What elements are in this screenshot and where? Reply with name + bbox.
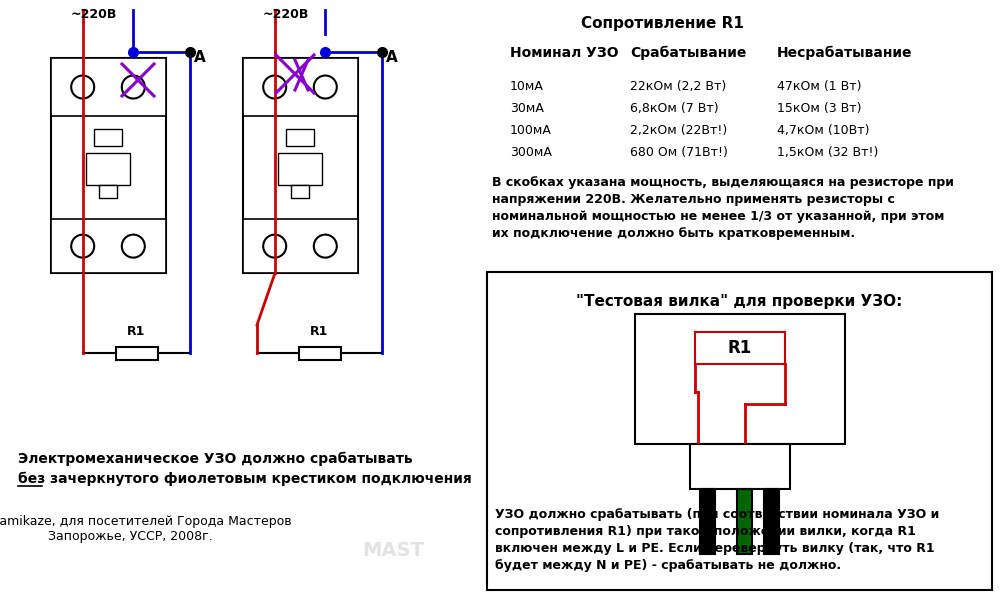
Bar: [278, 152, 322, 185]
Circle shape: [71, 76, 94, 98]
Bar: [700, 489, 715, 554]
Text: 47кОм (1 Вт): 47кОм (1 Вт): [777, 80, 862, 93]
Text: 680 Ом (71Вт!): 680 Ом (71Вт!): [630, 146, 728, 159]
Circle shape: [263, 235, 286, 257]
Bar: [99, 185, 117, 198]
Bar: [116, 346, 158, 359]
Text: 15кОм (3 Вт): 15кОм (3 Вт): [777, 102, 862, 115]
Bar: [94, 129, 122, 146]
Bar: [242, 58, 358, 273]
Text: В скобках указана мощность, выделяющаяся на резисторе при
напряжении 220В. Желат: В скобках указана мощность, выделяющаяся…: [492, 176, 954, 240]
Circle shape: [263, 76, 286, 98]
Text: Электромеханическое УЗО должно срабатывать: Электромеханическое УЗО должно срабатыва…: [18, 452, 413, 466]
Text: "Тестовая вилка" для проверки УЗО:: "Тестовая вилка" для проверки УЗО:: [576, 294, 903, 309]
Circle shape: [71, 235, 94, 257]
Bar: [242, 219, 358, 273]
Bar: [764, 489, 779, 554]
Circle shape: [314, 76, 337, 98]
Text: УЗО должно срабатывать (при соответствии номинала УЗО и
сопротивления R1) при та: УЗО должно срабатывать (при соответствии…: [495, 508, 939, 572]
Text: 10мА: 10мА: [510, 80, 544, 93]
Circle shape: [122, 76, 145, 98]
Bar: [298, 346, 340, 359]
Text: Несрабатывание: Несрабатывание: [777, 46, 912, 61]
Circle shape: [314, 235, 337, 257]
Text: без зачеркнутого фиолетовым крестиком подключения: без зачеркнутого фиолетовым крестиком по…: [18, 472, 472, 487]
Bar: [242, 58, 358, 116]
Text: 30мА: 30мА: [510, 102, 544, 115]
Bar: [690, 444, 790, 489]
Text: Сопротивление R1: Сопротивление R1: [581, 16, 743, 31]
Text: MAST: MAST: [362, 541, 424, 560]
Text: ~220В: ~220В: [263, 8, 309, 21]
Bar: [694, 332, 784, 364]
Bar: [86, 152, 130, 185]
Text: 1,5кОм (32 Вт!): 1,5кОм (32 Вт!): [777, 146, 878, 159]
Text: 6,8кОм (7 Вт): 6,8кОм (7 Вт): [630, 102, 719, 115]
Text: (C) Kamikaze, для посетителей Города Мастеров
Запорожье, УССР, 2008г.: (C) Kamikaze, для посетителей Города Мас…: [0, 515, 291, 543]
Bar: [291, 185, 309, 198]
Bar: [286, 129, 314, 146]
Text: 22кОм (2,2 Вт): 22кОм (2,2 Вт): [630, 80, 726, 93]
Text: Номинал УЗО: Номинал УЗО: [510, 46, 619, 60]
Text: A: A: [194, 50, 206, 65]
Bar: [50, 219, 166, 273]
Bar: [50, 58, 166, 116]
Text: A: A: [386, 50, 398, 65]
Text: R1: R1: [310, 325, 329, 338]
Text: 100мА: 100мА: [510, 124, 552, 137]
Text: 2,2кОм (22Вт!): 2,2кОм (22Вт!): [630, 124, 727, 137]
Bar: [50, 58, 166, 273]
Text: 300мА: 300мА: [510, 146, 552, 159]
Bar: [635, 314, 844, 444]
Circle shape: [122, 235, 145, 257]
Bar: [737, 489, 752, 554]
Bar: [487, 272, 992, 590]
Text: 4,7кОм (10Вт): 4,7кОм (10Вт): [777, 124, 870, 137]
Text: R1: R1: [127, 325, 146, 338]
Text: Срабатывание: Срабатывание: [630, 46, 746, 61]
Text: R1: R1: [727, 339, 752, 357]
Text: ~220В: ~220В: [71, 8, 117, 21]
